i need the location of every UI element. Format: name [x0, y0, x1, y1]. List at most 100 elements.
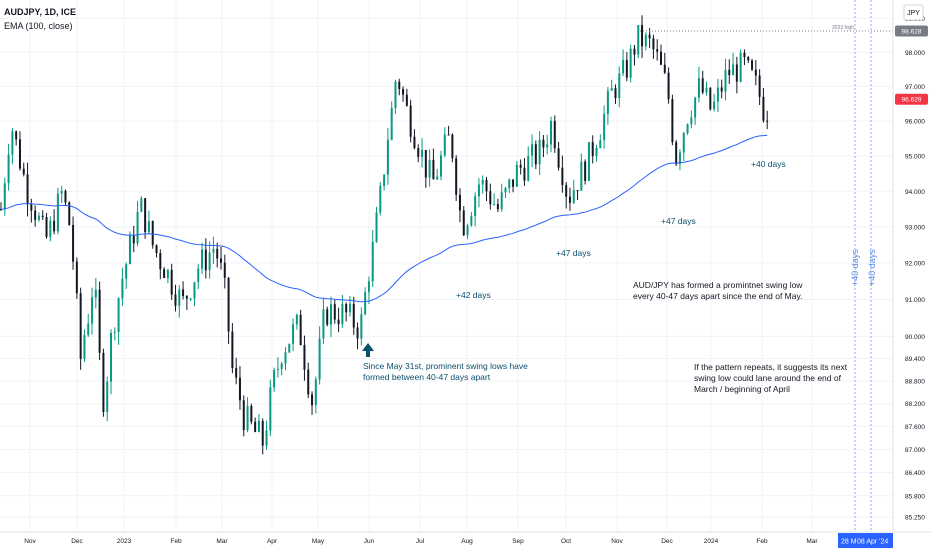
candle-body: [527, 155, 530, 181]
candle-body: [26, 174, 29, 205]
candle-body: [656, 49, 659, 52]
candle-body: [345, 304, 348, 313]
candle-body: [705, 87, 708, 93]
time-tick-label: Oct: [561, 538, 571, 545]
projection-label-1: +40 days: [850, 249, 860, 286]
price-tick-label: 85.800: [905, 493, 925, 500]
candle-body: [603, 114, 606, 141]
time-tick-label: Sep: [512, 538, 524, 545]
candle-body: [644, 34, 647, 47]
candle-body: [170, 269, 173, 295]
candle-body: [576, 190, 579, 192]
candle-body: [568, 196, 571, 203]
time-axis[interactable]: Nov Dec 2023 Feb Mar Apr May Jun Jul Aug Sep Oct Nov…: [24, 538, 818, 545]
candle-body: [307, 369, 310, 395]
candle-body: [762, 96, 765, 121]
price-axis[interactable]: 99.00098.00097.00096.00095.00094.00093.0…: [905, 16, 925, 522]
currency-badge[interactable]: [903, 4, 924, 21]
candle-body: [496, 204, 499, 210]
candle-body: [641, 25, 644, 47]
candle-body: [713, 101, 716, 110]
candle-body: [421, 149, 424, 157]
candle-body: [697, 78, 700, 98]
candle-body: [185, 296, 188, 299]
price-tick-label: 88.200: [905, 401, 925, 408]
candle-body: [140, 198, 143, 212]
price-tick-label: 90.000: [905, 334, 925, 341]
price-tick-label: 87.000: [905, 447, 925, 454]
candle-body: [352, 303, 355, 328]
candle-body: [30, 204, 33, 211]
candle-body: [223, 262, 226, 278]
candle-body: [299, 314, 302, 346]
candle-body: [110, 332, 112, 382]
candle-body: [273, 369, 276, 388]
time-tick-label: Dec: [71, 538, 83, 545]
candle-body: [246, 405, 249, 431]
candle-body: [735, 64, 738, 82]
candle-body: [436, 176, 439, 180]
candle-body: [458, 194, 461, 211]
candle-body: [341, 304, 344, 325]
candle-body: [701, 78, 704, 93]
candle-body: [220, 258, 222, 263]
candle-body: [326, 309, 329, 325]
candle-body: [182, 289, 185, 297]
candle-body: [546, 144, 549, 148]
candle-body: [121, 278, 124, 299]
price-tick-label: 94.000: [905, 189, 925, 196]
gap-label-oct: +47 days: [556, 248, 591, 258]
candle-body: [618, 73, 621, 98]
candle-body: [163, 269, 166, 279]
time-tick-label: Dec: [661, 538, 673, 545]
candle-body: [440, 155, 442, 177]
time-tick-label: 2023: [117, 538, 132, 545]
candle-body: [18, 139, 21, 169]
candle-body: [147, 221, 150, 233]
symbol-title[interactable]: AUDJPY, 1D, ICE: [4, 7, 77, 17]
candle-body: [322, 309, 325, 339]
time-tick-label: Nov: [611, 538, 623, 545]
candle-body: [284, 352, 287, 364]
indicator-label[interactable]: EMA (100, close): [4, 21, 73, 31]
candle-body: [534, 144, 537, 165]
candle-body: [553, 120, 556, 149]
candle-body: [79, 293, 82, 359]
candle-body: [117, 298, 120, 332]
candle-body: [197, 268, 200, 283]
candle-body: [470, 216, 473, 226]
candle-body: [34, 210, 37, 220]
candle-body: [318, 338, 321, 380]
candle-body: [41, 215, 44, 218]
candle-body: [728, 69, 731, 76]
candle-body: [212, 248, 215, 253]
candle-body: [587, 142, 590, 181]
candle-body: [648, 34, 651, 39]
last-price-label: 96.629: [902, 97, 922, 104]
candle-body: [7, 154, 10, 184]
candle-body: [337, 319, 340, 325]
candle-body: [193, 282, 196, 299]
time-tick-label: Mar: [806, 538, 818, 545]
candle-body: [557, 148, 560, 168]
candle-body: [542, 139, 545, 148]
candle-body: [716, 87, 719, 102]
chart-legend: AUDJPY, 1D, ICE EMA (100, close): [4, 5, 76, 33]
candle-body: [292, 324, 295, 344]
price-tick-label: 93.000: [905, 224, 925, 231]
candle-body: [667, 72, 670, 100]
candle-body: [485, 179, 488, 192]
candle-body: [394, 81, 397, 108]
candle-body: [751, 60, 754, 70]
candle-body: [242, 400, 245, 431]
candle-body: [87, 323, 90, 336]
candle-body: [45, 217, 48, 237]
pattern-note-line-2: every 40-47 days apart since the end of …: [633, 291, 802, 301]
candle-body: [455, 158, 458, 195]
candle-body: [531, 144, 534, 156]
time-tick-label: Aug: [461, 538, 473, 545]
candle-body: [724, 69, 727, 92]
candle-body: [629, 48, 632, 78]
candle-body: [474, 196, 477, 217]
